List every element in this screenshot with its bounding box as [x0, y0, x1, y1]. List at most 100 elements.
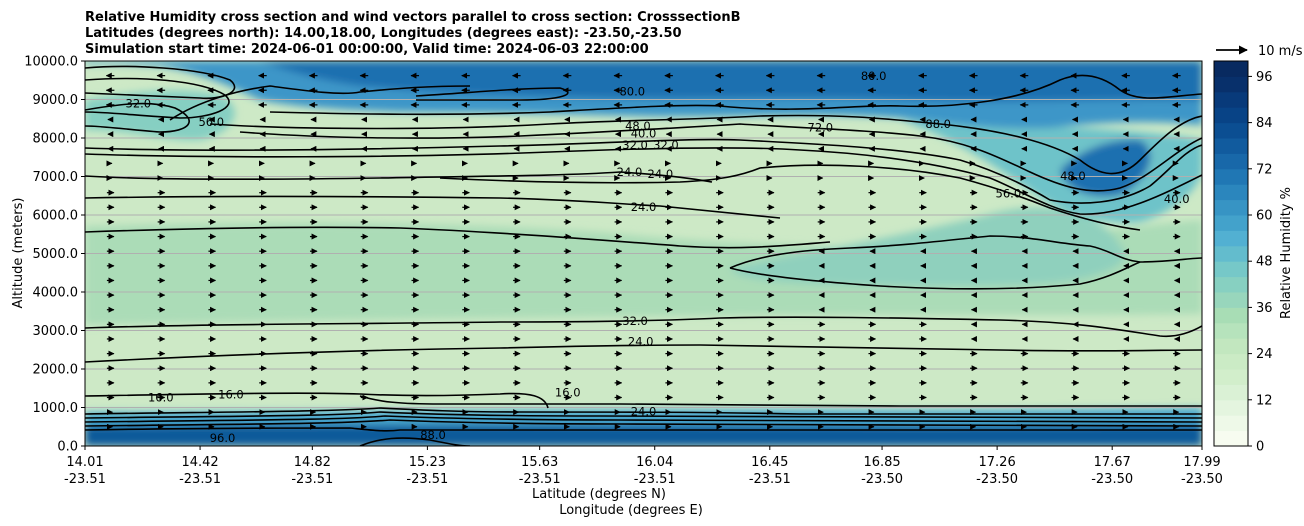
- svg-text:88.0: 88.0: [925, 117, 951, 131]
- x-tick-label-lat: 15.63: [521, 455, 558, 470]
- contour-label: 88.0: [925, 117, 951, 131]
- quiver-key: 10 m/s: [1216, 44, 1303, 59]
- colorbar-tick-label: 24: [1256, 347, 1273, 362]
- colorbar-swatch: [1214, 230, 1248, 247]
- chart-title-line-1: Relative Humidity cross section and wind…: [85, 10, 741, 25]
- contour-line: [269, 74, 1202, 116]
- x-axis-label: Latitude (degrees N): [532, 487, 666, 502]
- x-tick-label-lat: 14.82: [294, 455, 331, 470]
- svg-text:40.0: 40.0: [1164, 192, 1190, 206]
- y-tick-label: 6000.0: [33, 209, 79, 224]
- contour-line: [169, 85, 471, 121]
- colorbar-swatch: [1214, 276, 1248, 293]
- colorbar: 0 12 24 36 48 60 72 84 96: [1213, 60, 1273, 455]
- colorbar-tick-label: 84: [1256, 116, 1273, 131]
- quiver-key-label: 10 m/s: [1258, 44, 1303, 59]
- contour-line: [415, 87, 569, 101]
- colorbar-swatch: [1214, 122, 1248, 139]
- colorbar-tick-label: 0: [1256, 440, 1264, 455]
- x-tick-label-lon: -23.51: [749, 472, 791, 487]
- svg-text:16.0: 16.0: [218, 388, 244, 402]
- wind-vectors: [105, 72, 1181, 430]
- contour-line: [729, 261, 1141, 290]
- svg-text:56.0: 56.0: [996, 186, 1022, 200]
- colorbar-swatch: [1214, 153, 1248, 170]
- x-tick-label-lon: -23.51: [64, 472, 106, 487]
- contour-label: 16.0: [555, 385, 581, 399]
- svg-text:96.0: 96.0: [210, 431, 236, 445]
- horizontal-gridlines: [85, 99, 1202, 408]
- colorbar-swatch: [1214, 245, 1248, 262]
- svg-text:24.0: 24.0: [628, 335, 654, 349]
- contour-line: [85, 415, 1202, 423]
- contour-line: [85, 226, 831, 249]
- x-tick-label-lat: 17.99: [1183, 455, 1220, 470]
- svg-text:16.0: 16.0: [555, 385, 581, 399]
- svg-text:48.0: 48.0: [1060, 169, 1086, 183]
- colorbar-swatch: [1214, 384, 1248, 401]
- contour-label: 24.0: [631, 405, 657, 419]
- svg-text:24.0: 24.0: [631, 405, 657, 419]
- y-tick-label: 0.0: [57, 440, 78, 455]
- chart-title-line-3: Simulation start time: 2024-06-01 00:00:…: [85, 42, 649, 57]
- colorbar-swatch: [1214, 369, 1248, 385]
- contour-label: 16.0: [218, 388, 244, 402]
- svg-text:24.0: 24.0: [617, 165, 643, 179]
- contour-label: 96.0: [210, 431, 236, 445]
- contour-line: [359, 395, 1202, 407]
- x-axis-label-secondary: Longitude (degrees E): [559, 503, 703, 518]
- contour-label: 24.0: [631, 200, 657, 214]
- colorbar-swatch: [1214, 415, 1248, 432]
- y-tick-label: 4000.0: [33, 286, 79, 301]
- colorbar-tick-label: 36: [1256, 301, 1273, 316]
- colorbar-swatch: [1214, 322, 1248, 339]
- contour-label: 32.0: [653, 138, 679, 152]
- colorbar-swatch: [1214, 184, 1248, 201]
- colorbar-tick-label: 48: [1256, 255, 1273, 270]
- contour-line: [85, 427, 1202, 432]
- contour-label: 32.0: [622, 314, 648, 328]
- contour-label: 80.0: [619, 84, 645, 98]
- svg-text:32.0: 32.0: [622, 314, 648, 328]
- contour-line: [85, 147, 1202, 215]
- colorbar-swatch: [1214, 91, 1248, 108]
- contour-line: [239, 123, 1202, 192]
- colorbar-swatch: [1214, 199, 1248, 216]
- colorbar-swatch: [1214, 307, 1248, 324]
- svg-text:24.0: 24.0: [648, 167, 674, 181]
- humidity-upper-left: [85, 90, 235, 141]
- x-tick-label-lon: -23.51: [291, 472, 333, 487]
- colorbar-tick-label: 72: [1256, 162, 1273, 177]
- svg-text:72.0: 72.0: [808, 120, 834, 134]
- x-tick-label-lat: 17.26: [979, 455, 1016, 470]
- contour-line: [85, 65, 236, 100]
- contour-label: 48.0: [625, 119, 651, 133]
- contour-line: [85, 77, 230, 119]
- x-tick-label-lon: -23.50: [861, 472, 903, 487]
- x-tick-label-lon: -23.50: [1091, 472, 1133, 487]
- humidity-pocket: [1060, 139, 1151, 197]
- colorbar-swatch: [1214, 430, 1248, 447]
- y-tick-label: 9000.0: [33, 93, 79, 108]
- contour-labels: 32.056.080.080.048.040.032.0 32.072.0 88.0…: [126, 69, 1190, 445]
- colorbar-label: Relative Humidity %: [1279, 187, 1294, 319]
- colorbar-swatch: [1214, 292, 1248, 308]
- chart-title-line-2: Latitudes (degrees north): 14.00,18.00, …: [85, 26, 682, 41]
- x-tick-label-lat: 16.04: [636, 455, 673, 470]
- x-tick-label-lon: -23.51: [179, 472, 221, 487]
- y-tick-label: 8000.0: [33, 132, 79, 147]
- x-tick-label-lon: -23.51: [406, 472, 448, 487]
- colorbar-swatch: [1214, 168, 1248, 185]
- contour-line: [85, 411, 1202, 419]
- y-tick-label: 10000.0: [24, 55, 78, 70]
- contour-line: [85, 171, 713, 183]
- colorbar-tick-label: 96: [1256, 70, 1273, 85]
- contour-label: 48.0: [1060, 169, 1086, 183]
- contour-line: [85, 344, 1202, 363]
- contour-line: [85, 316, 1202, 338]
- humidity-band-36: [85, 220, 1202, 325]
- contour-line: [85, 392, 549, 409]
- x-tick-label-lon: -23.51: [519, 472, 561, 487]
- svg-text:56.0: 56.0: [198, 115, 224, 129]
